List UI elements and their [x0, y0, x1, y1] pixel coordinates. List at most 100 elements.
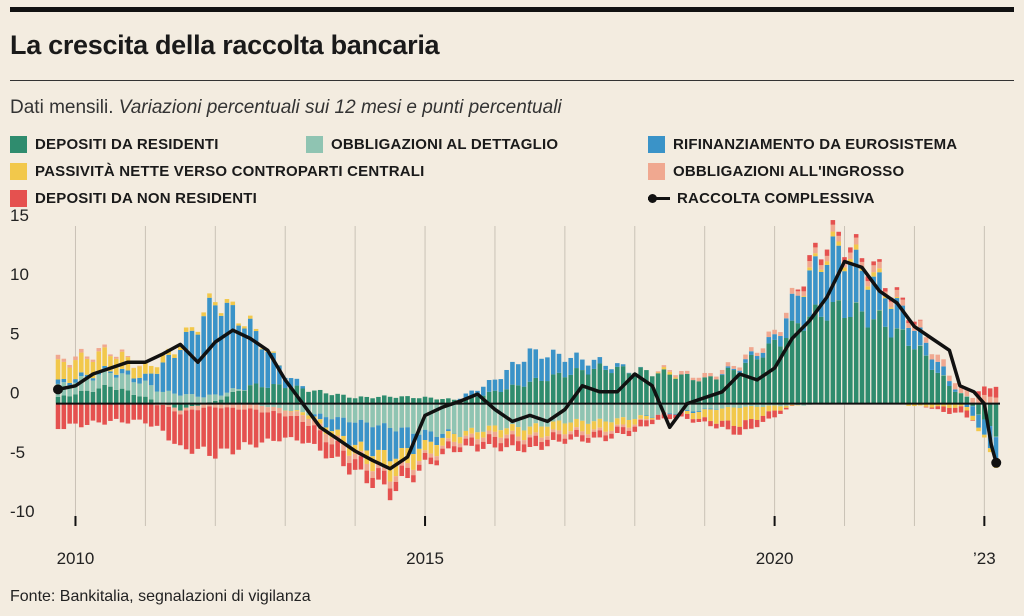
bar-segment-dep_nonres	[836, 231, 841, 236]
bar-segment-obb_det	[562, 403, 568, 424]
bar-segment-obb_ingr	[96, 348, 102, 352]
legend-item-depositi-residenti: DEPOSITI DA RESIDENTI	[10, 136, 219, 153]
bar-segment-dep_res	[282, 388, 288, 404]
bar-segment-rif_euro	[976, 415, 981, 428]
bar-segment-dep_nonres	[335, 440, 340, 457]
bar-segment-dep_res	[230, 391, 236, 404]
bar-segment-dep_res	[277, 384, 282, 404]
bar-segment-rif_euro	[749, 351, 754, 355]
y-tick-label: -5	[10, 443, 25, 462]
bar-segment-dep_res	[416, 398, 422, 404]
bar-segment-dep_res	[434, 399, 439, 404]
bar-segment-dep_nonres	[381, 470, 387, 485]
bar-segment-obb_det	[591, 403, 597, 422]
bar-segment-obb_ingr	[329, 437, 335, 445]
legend-swatch-depositi-residenti	[10, 136, 27, 153]
bar-segment-dep_res	[883, 326, 888, 404]
bar-segment-pass_ctp	[67, 367, 72, 383]
bar-segment-dep_nonres	[207, 406, 212, 456]
bar-segment-dep_nonres	[941, 406, 946, 412]
bar-segment-obb_det	[329, 403, 335, 420]
bar-segment-rif_euro	[329, 419, 335, 432]
bar-segment-obb_det	[609, 403, 614, 423]
bar-segment-pass_ctp	[143, 362, 148, 374]
bar-segment-obb_ingr	[638, 418, 643, 420]
y-tick-label: -10	[10, 502, 35, 521]
bar-segment-rif_euro	[498, 379, 504, 392]
bar-segment-pass_ctp	[696, 411, 702, 419]
bar-segment-dep_res	[574, 368, 579, 404]
bar-segment-pass_ctp	[906, 403, 911, 406]
bar-segment-pass_ctp	[527, 426, 533, 435]
bar-segment-rif_euro	[556, 353, 562, 373]
bar-segment-rif_euro	[673, 413, 678, 415]
bar-segment-obb_ingr	[90, 359, 96, 362]
bar-segment-dep_nonres	[883, 288, 888, 292]
bar-segment-dep_res	[189, 403, 195, 407]
bar-segment-rif_euro	[178, 349, 183, 396]
bar-segment-obb_ingr	[690, 377, 696, 381]
bar-segment-dep_res	[323, 393, 329, 404]
bar-segment-dep_nonres	[463, 438, 469, 446]
legend-label: OBBLIGAZIONI AL DETTAGLIO	[331, 136, 559, 153]
bar-segment-obb_ingr	[446, 438, 451, 442]
bar-segment-pass_ctp	[620, 417, 626, 425]
bar-segment-pass_ctp	[492, 425, 498, 432]
bar-segment-dep_nonres	[533, 435, 539, 447]
bar-segment-obb_ingr	[67, 364, 72, 368]
bar-segment-pass_ctp	[440, 437, 445, 446]
bar-segment-dep_nonres	[737, 426, 742, 435]
bar-segment-obb_ingr	[655, 371, 661, 373]
bar-segment-dep_res	[760, 357, 766, 404]
bar-segment-dep_nonres	[976, 391, 981, 397]
bar-segment-pass_ctp	[422, 440, 428, 451]
bar-segment-obb_ingr	[428, 453, 434, 458]
bar-segment-dep_res	[783, 338, 789, 404]
bar-segment-obb_ingr	[527, 434, 533, 438]
bar-segment-obb_det	[317, 403, 323, 414]
bar-segment-rif_euro	[719, 374, 725, 376]
bar-segment-dep_res	[655, 373, 661, 404]
bar-segment-rif_euro	[585, 365, 591, 375]
bar-segment-pass_ctp	[842, 267, 847, 272]
bar-segment-dep_nonres	[498, 443, 504, 452]
bar-segment-pass_ctp	[428, 441, 434, 454]
bar-segment-dep_nonres	[347, 463, 352, 475]
bar-segment-rif_euro	[807, 270, 812, 317]
bar-segment-obb_ingr	[865, 281, 871, 287]
bar-segment-pass_ctp	[300, 412, 305, 416]
bar-segment-obb_ingr	[673, 375, 678, 378]
bar-segment-obb_ingr	[877, 261, 882, 269]
bar-segment-dep_res	[644, 370, 649, 404]
bar-segment-obb_det	[434, 403, 439, 437]
bar-segment-obb_ingr	[550, 429, 556, 433]
bar-segment-pass_ctp	[96, 351, 102, 372]
bar-segment-rif_euro	[743, 359, 748, 363]
bar-segment-obb_det	[364, 403, 370, 423]
bar-segment-rif_euro	[842, 271, 847, 318]
bar-segment-pass_ctp	[702, 409, 707, 418]
bar-segment-dep_nonres	[620, 427, 626, 435]
bar-segment-pass_ctp	[446, 431, 451, 439]
bar-segment-obb_ingr	[935, 354, 941, 362]
bar-segment-rif_euro	[370, 427, 375, 457]
bar-segment-obb_ingr	[871, 265, 876, 273]
bar-segment-pass_ctp	[649, 417, 655, 420]
bar-segment-pass_ctp	[172, 354, 177, 358]
bar-segment-rif_euro	[754, 356, 760, 360]
bar-segment-pass_ctp	[358, 441, 364, 452]
bar-segment-obb_det	[312, 403, 317, 415]
bar-segment-dep_res	[615, 366, 620, 404]
bar-segment-dep_nonres	[690, 419, 696, 423]
bar-segment-dep_nonres	[667, 414, 673, 420]
bar-segment-dep_res	[440, 399, 445, 404]
x-tick-label: 2020	[756, 549, 794, 568]
bar-segment-dep_nonres	[329, 444, 335, 458]
bar-segment-obb_ingr	[801, 291, 807, 296]
bar-segment-obb_ingr	[457, 443, 463, 448]
bar-segment-pass_ctp	[597, 418, 603, 428]
bar-segment-dep_res	[987, 403, 993, 427]
legend-item-depositi-non-residenti: DEPOSITI DA NON RESIDENTI	[10, 190, 257, 207]
bar-segment-pass_ctp	[230, 301, 236, 306]
bar-segment-rif_euro	[789, 293, 795, 321]
